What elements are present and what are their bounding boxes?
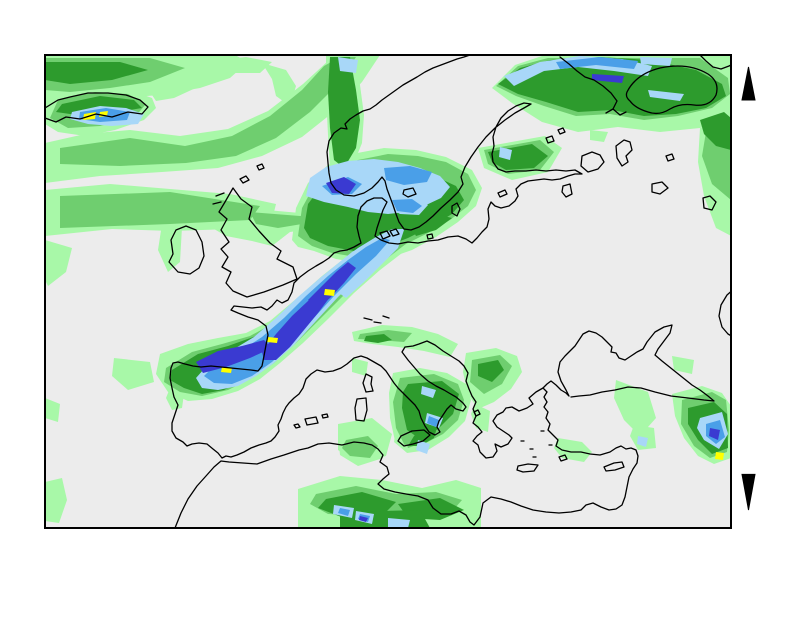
- map-frame: [44, 54, 732, 529]
- precip-layer-dark-blue: [196, 74, 720, 522]
- coast-caspian: [718, 290, 731, 337]
- coast-sardinia: [354, 397, 368, 422]
- lake-ladoga: [580, 151, 605, 173]
- colorbar: [741, 66, 756, 511]
- coast-sicily: [397, 429, 431, 447]
- colorbar-underflow-triangle: [741, 473, 756, 511]
- coast-iceland: [45, 92, 149, 123]
- coast-crete: [516, 463, 539, 473]
- coastlines: [45, 55, 731, 528]
- coast-africa-levant: [174, 324, 715, 528]
- lake-onega: [615, 139, 633, 167]
- colorbar-overflow-triangle: [741, 66, 756, 101]
- coast-ireland: [168, 225, 205, 275]
- coast-white-sea: [625, 65, 718, 115]
- coast-cyprus: [603, 461, 625, 472]
- coast-corsica: [362, 373, 374, 393]
- coast-great-britain: [218, 187, 298, 298]
- coast-europe-mainland: [169, 55, 583, 459]
